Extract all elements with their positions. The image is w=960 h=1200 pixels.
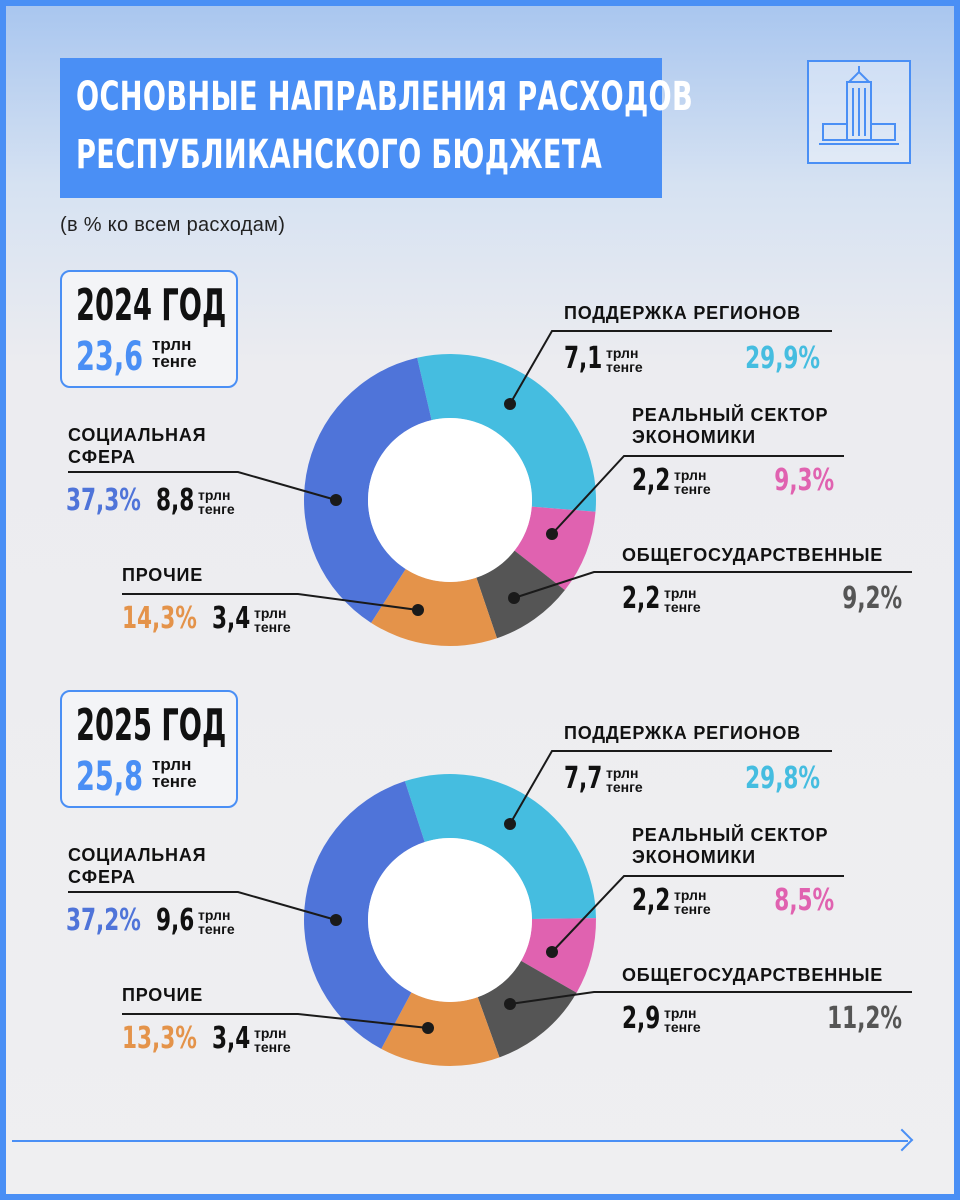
- label-real-sector-title-2: ЭКОНОМИКИ: [632, 427, 756, 447]
- label-regions-percent: 29,9%: [745, 341, 820, 376]
- year-box-2024: 2024 ГОД 23,6 трлн тенге: [60, 270, 238, 388]
- label-general-percent: 9,2%: [842, 581, 902, 616]
- label-real-sector-title-1: РЕАЛЬНЫЙ СЕКТОР: [632, 405, 829, 425]
- donut-hole: [368, 418, 532, 582]
- title-line-1: ОСНОВНЫЕ НАПРАВЛЕНИЯ РАСХОДОВ: [76, 74, 694, 120]
- leader-dot-general: [508, 592, 520, 604]
- label-other-amount: 3,4: [212, 601, 251, 636]
- leader-dot-social: [330, 914, 342, 926]
- title-banner: ОСНОВНЫЕ НАПРАВЛЕНИЯ РАСХОДОВ РЕСПУБЛИКА…: [60, 58, 693, 198]
- label-general-unit: трлн тенге: [664, 1005, 701, 1035]
- leader-line-real_sector: [551, 875, 844, 953]
- donut-slice-real_sector-2025: [521, 918, 596, 993]
- leader-line-other: [122, 1013, 429, 1029]
- label-social-unit: трлн тенге: [198, 907, 235, 937]
- label-social-title-2: СФЕРА: [68, 867, 136, 887]
- label-other-percent: 13,3%: [122, 1021, 197, 1056]
- year-label: 2024 ГОД: [76, 280, 227, 331]
- donut-hole: [368, 838, 532, 1002]
- donut-slice-general-2024: [476, 550, 565, 639]
- label-other-unit: трлн тенге: [254, 605, 291, 635]
- label-social-title-1: СОЦИАЛЬНАЯ: [68, 845, 207, 865]
- year-total-unit: трлн тенге: [152, 335, 197, 371]
- arrow-right-icon: [12, 1140, 908, 1142]
- label-regions-title: ПОДДЕРЖКА РЕГИОНОВ: [564, 723, 801, 743]
- label-real-sector-unit: трлн тенге: [674, 887, 711, 917]
- label-social-amount: 9,6: [156, 903, 195, 938]
- donut-slice-other-2024: [371, 568, 497, 646]
- leader-line-general: [509, 991, 912, 1005]
- label-real-sector-percent: 8,5%: [774, 883, 834, 918]
- donut-slice-other-2025: [381, 992, 500, 1067]
- leader-dot-regions: [504, 818, 516, 830]
- title-line-2: РЕСПУБЛИКАНСКОГО БЮДЖЕТА: [76, 132, 603, 178]
- label-general-title: ОБЩЕГОСУДАРСТВЕННЫЕ: [622, 965, 884, 985]
- label-real-sector-amount: 2,2: [632, 883, 671, 918]
- donut-slice-real_sector-2024: [514, 506, 596, 591]
- label-regions-amount: 7,7: [564, 761, 603, 796]
- subtitle: (в % ко всем расходам): [60, 214, 286, 236]
- leader-line-regions: [509, 750, 832, 825]
- leader-dot-regions: [504, 398, 516, 410]
- leader-dot-social: [330, 494, 342, 506]
- leader-dot-general: [504, 998, 516, 1010]
- donut-slice-general-2025: [477, 960, 577, 1058]
- year-total: 23,6: [76, 334, 144, 380]
- label-other-unit: трлн тенге: [254, 1025, 291, 1055]
- label-general-amount: 2,9: [622, 1001, 661, 1036]
- label-social-unit: трлн тенге: [198, 487, 235, 517]
- year-total-unit: трлн тенге: [152, 755, 197, 791]
- donut-slice-regions-2025: [404, 773, 596, 919]
- donut-charts: [68, 330, 912, 1067]
- government-building-icon: [807, 60, 911, 164]
- label-regions-unit: трлн тенге: [606, 765, 643, 795]
- label-general-amount: 2,2: [622, 581, 661, 616]
- leader-line-real_sector: [551, 455, 844, 535]
- year-label: 2025 ГОД: [76, 700, 227, 751]
- leader-line-social: [68, 471, 337, 501]
- label-social-percent: 37,2%: [66, 903, 141, 938]
- label-regions-percent: 29,8%: [745, 761, 820, 796]
- label-real-sector-title-2: ЭКОНОМИКИ: [632, 847, 756, 867]
- label-social-title-1: СОЦИАЛЬНАЯ: [68, 425, 207, 445]
- label-general-percent: 11,2%: [827, 1001, 902, 1036]
- label-other-percent: 14,3%: [122, 601, 197, 636]
- leader-line-regions: [509, 330, 832, 405]
- label-social-title-2: СФЕРА: [68, 447, 136, 467]
- donut-slice-regions-2024: [417, 354, 596, 512]
- leader-dot-other: [412, 604, 424, 616]
- leader-dot-other: [422, 1022, 434, 1034]
- label-other-amount: 3,4: [212, 1021, 251, 1056]
- leader-line-other: [122, 593, 419, 611]
- donut-slice-social-2024: [304, 357, 432, 623]
- label-other-title: ПРОЧИЕ: [122, 985, 204, 1005]
- leader-line-social: [68, 891, 337, 921]
- label-regions-unit: трлн тенге: [606, 345, 643, 375]
- label-general-title: ОБЩЕГОСУДАРСТВЕННЫЕ: [622, 545, 884, 565]
- label-real-sector-unit: трлн тенге: [674, 467, 711, 497]
- year-box-2025: 2025 ГОД 25,8 трлн тенге: [60, 690, 238, 808]
- label-general-unit: трлн тенге: [664, 585, 701, 615]
- leader-dot-real_sector: [546, 528, 558, 540]
- label-regions-amount: 7,1: [564, 341, 603, 376]
- label-other-title: ПРОЧИЕ: [122, 565, 204, 585]
- donut-slice-social-2025: [303, 781, 425, 1049]
- label-social-percent: 37,3%: [66, 483, 141, 518]
- label-real-sector-title-1: РЕАЛЬНЫЙ СЕКТОР: [632, 825, 829, 845]
- leader-dot-real_sector: [546, 946, 558, 958]
- label-social-amount: 8,8: [156, 483, 195, 518]
- label-regions-title: ПОДДЕРЖКА РЕГИОНОВ: [564, 303, 801, 323]
- label-real-sector-amount: 2,2: [632, 463, 671, 498]
- label-real-sector-percent: 9,3%: [774, 463, 834, 498]
- leader-line-general: [513, 571, 912, 599]
- year-total: 25,8: [76, 754, 144, 800]
